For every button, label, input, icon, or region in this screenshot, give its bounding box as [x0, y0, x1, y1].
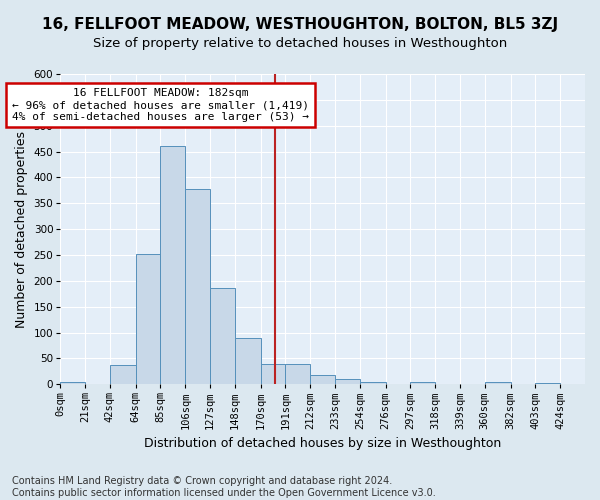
Bar	[110, 364, 136, 384]
X-axis label: Distribution of detached houses by size in Westhoughton: Distribution of detached houses by size …	[144, 437, 501, 450]
Bar	[261, 364, 286, 384]
Text: Size of property relative to detached houses in Westhoughton: Size of property relative to detached ho…	[93, 38, 507, 51]
Bar	[210, 288, 235, 384]
Bar	[485, 382, 511, 384]
Text: 16 FELLFOOT MEADOW: 182sqm
← 96% of detached houses are smaller (1,419)
4% of se: 16 FELLFOOT MEADOW: 182sqm ← 96% of deta…	[12, 88, 309, 122]
Bar	[185, 189, 210, 384]
Bar	[335, 379, 360, 384]
Bar	[360, 382, 386, 384]
Bar	[160, 146, 185, 384]
Bar	[286, 364, 310, 384]
Bar	[535, 382, 560, 384]
Y-axis label: Number of detached properties: Number of detached properties	[15, 130, 28, 328]
Bar	[235, 338, 261, 384]
Bar	[60, 382, 85, 384]
Text: 16, FELLFOOT MEADOW, WESTHOUGHTON, BOLTON, BL5 3ZJ: 16, FELLFOOT MEADOW, WESTHOUGHTON, BOLTO…	[42, 18, 558, 32]
Text: Contains HM Land Registry data © Crown copyright and database right 2024.
Contai: Contains HM Land Registry data © Crown c…	[12, 476, 436, 498]
Bar	[136, 254, 160, 384]
Bar	[310, 375, 335, 384]
Bar	[410, 382, 435, 384]
